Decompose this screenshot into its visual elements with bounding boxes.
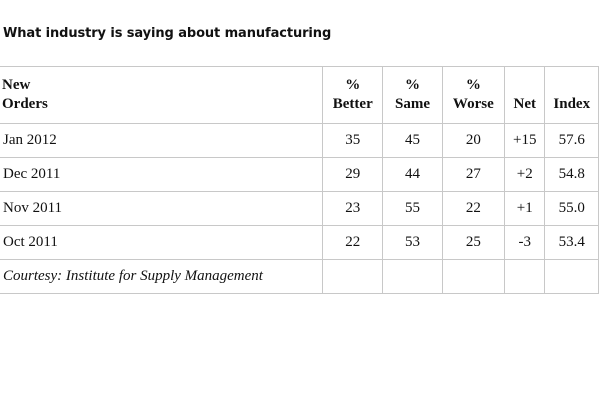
cell-net: +2 — [503, 157, 546, 192]
cell-same: 53 — [382, 225, 443, 260]
table-row: Oct 2011 22 53 25 -3 53.4 — [0, 225, 599, 260]
cell-index: 55.0 — [544, 191, 599, 226]
cell-better: 35 — [322, 123, 384, 158]
header-line: Same — [395, 96, 431, 112]
table-row: Nov 2011 23 55 22 +1 55.0 — [0, 191, 599, 226]
header-line — [506, 76, 544, 95]
source-row: Courtesy: Institute for Supply Managemen… — [0, 259, 599, 294]
header-line: New — [2, 77, 31, 93]
table-row: Dec 2011 29 44 27 +2 54.8 — [0, 157, 599, 192]
header-better: % Better — [322, 66, 384, 124]
header-new-orders: New Orders — [0, 66, 324, 124]
page-title: What industry is saying about manufactur… — [3, 26, 332, 41]
cell-worse: 22 — [441, 191, 506, 226]
cell-worse: 20 — [441, 123, 506, 158]
cell-same: 44 — [382, 157, 443, 192]
empty-cell — [503, 259, 546, 294]
header-line: % — [465, 77, 481, 93]
cell-better: 22 — [322, 225, 384, 260]
source-note: Courtesy: Institute for Supply Managemen… — [0, 259, 324, 294]
cell-worse: 27 — [441, 157, 506, 192]
cell-index: 54.8 — [544, 157, 599, 192]
table-header-row: New Orders % Better % Same % Worse Net — [0, 66, 599, 124]
cell-better: 29 — [322, 157, 384, 192]
empty-cell — [322, 259, 384, 294]
header-line: Index — [553, 96, 591, 112]
table-row: Jan 2012 35 45 20 +15 57.6 — [0, 123, 599, 158]
row-label: Jan 2012 — [0, 123, 324, 158]
row-label: Dec 2011 — [0, 157, 324, 192]
cell-net: -3 — [503, 225, 546, 260]
empty-cell — [382, 259, 443, 294]
header-line: Net — [513, 96, 536, 112]
cell-same: 55 — [382, 191, 443, 226]
new-orders-table: New Orders % Better % Same % Worse Net — [0, 66, 599, 294]
header-line: % — [405, 77, 421, 93]
cell-index: 57.6 — [544, 123, 599, 158]
header-net: Net — [503, 66, 546, 124]
row-label: Nov 2011 — [0, 191, 324, 226]
header-same: % Same — [382, 66, 443, 124]
header-line: Worse — [452, 96, 494, 112]
row-label: Oct 2011 — [0, 225, 324, 260]
cell-net: +15 — [503, 123, 546, 158]
empty-cell — [441, 259, 506, 294]
header-line: % — [345, 77, 361, 93]
empty-cell — [544, 259, 599, 294]
cell-worse: 25 — [441, 225, 506, 260]
cell-same: 45 — [382, 123, 443, 158]
cell-better: 23 — [322, 191, 384, 226]
header-worse: % Worse — [441, 66, 506, 124]
header-index: Index — [544, 66, 599, 124]
header-line: Orders — [2, 96, 48, 112]
header-line: Better — [332, 96, 373, 112]
cell-index: 53.4 — [544, 225, 599, 260]
cell-net: +1 — [503, 191, 546, 226]
header-line — [546, 76, 598, 95]
